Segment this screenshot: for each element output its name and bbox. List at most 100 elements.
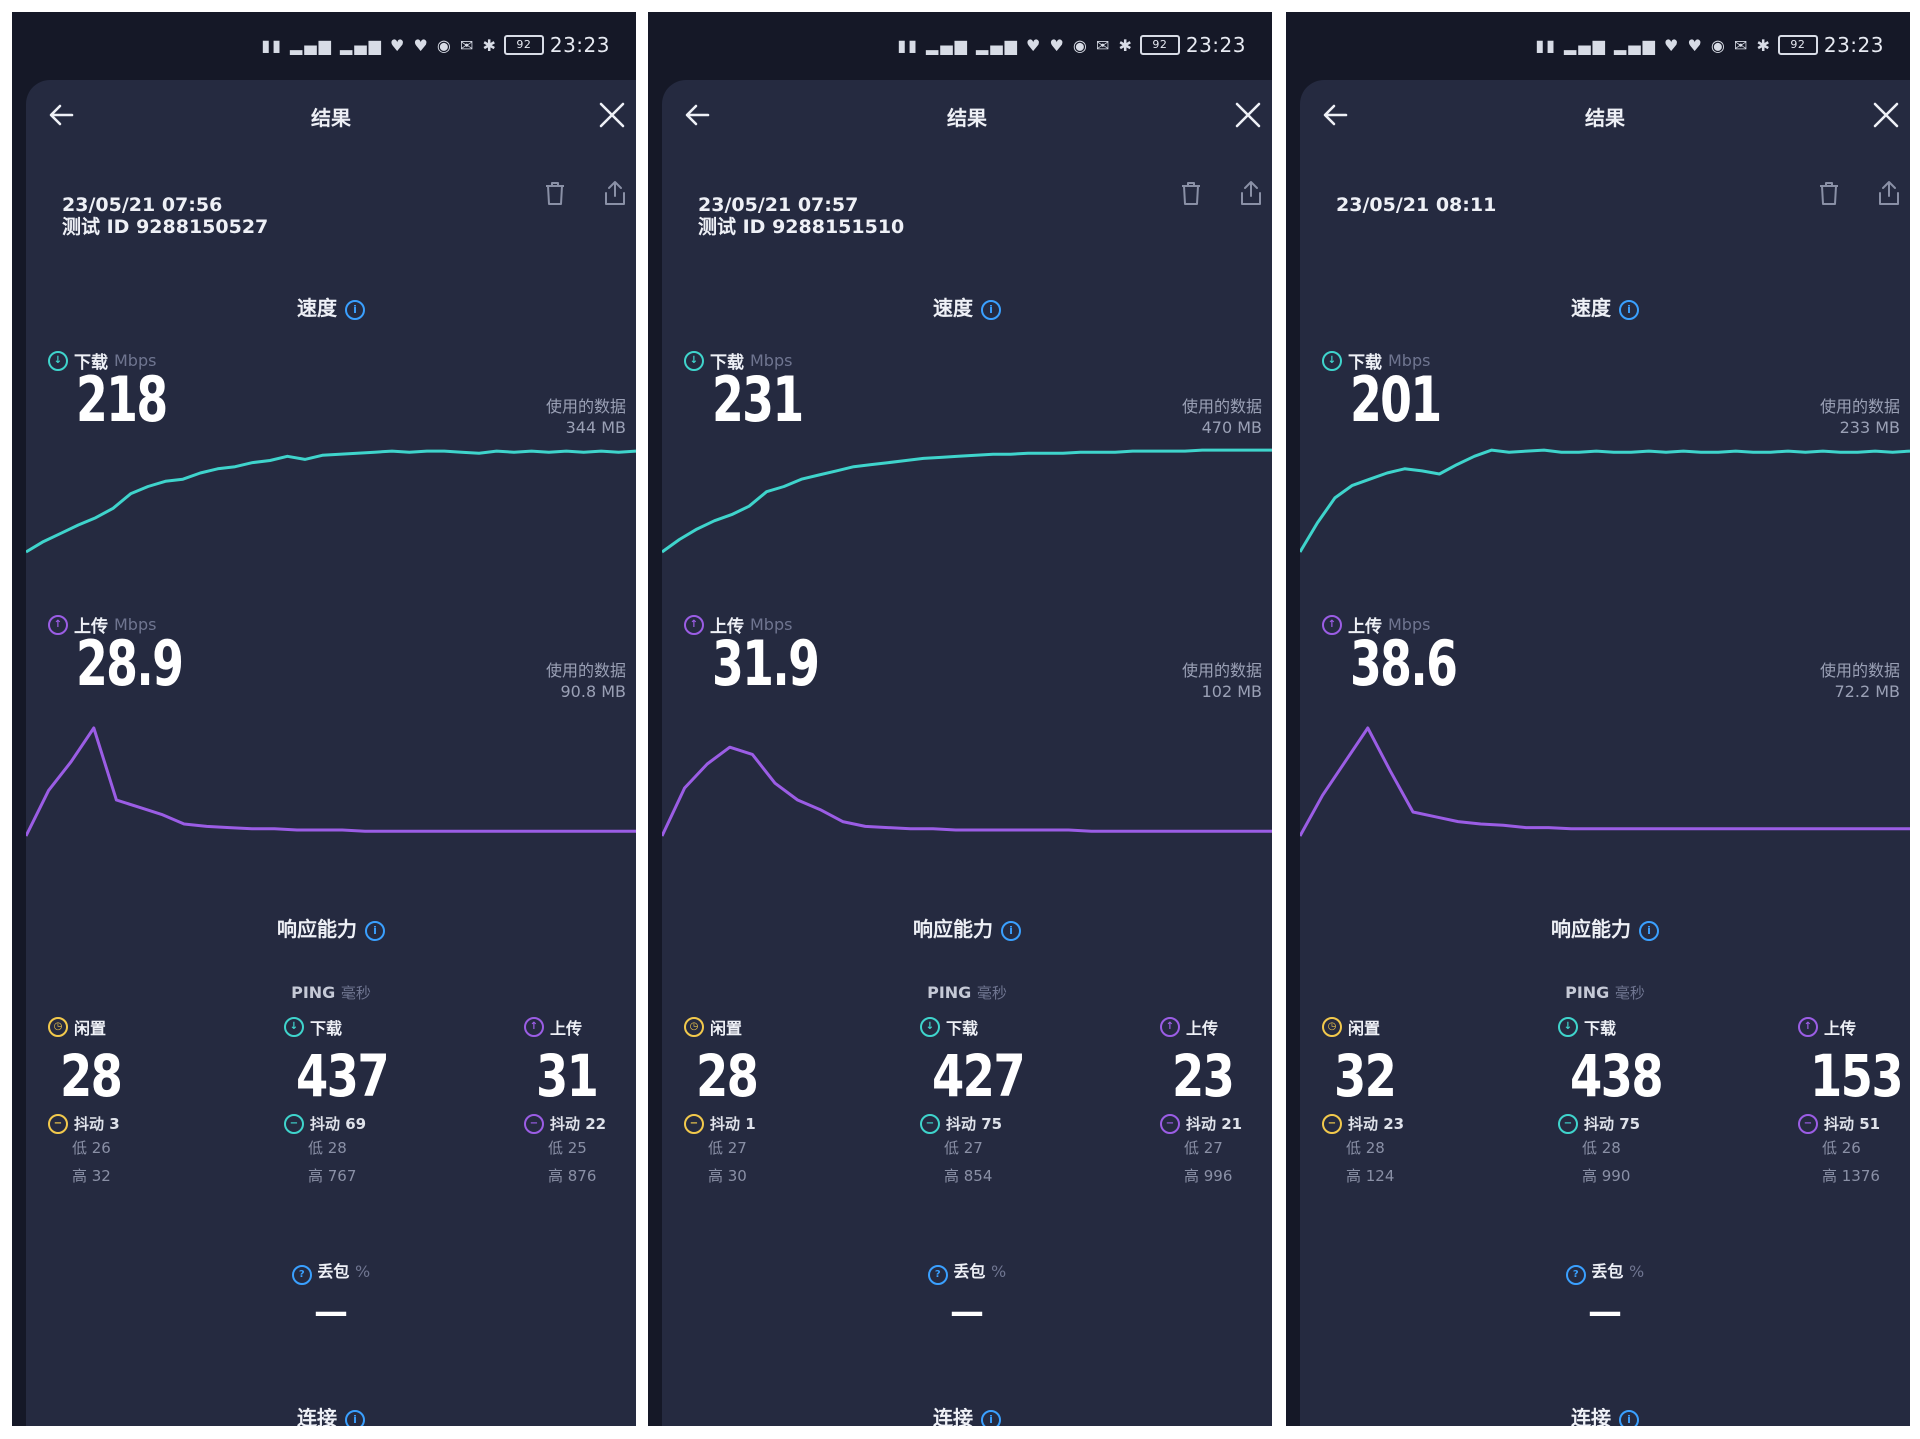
speed-section-title: 速度 i bbox=[26, 292, 636, 321]
test-meta: 23/05/21 08:11 bbox=[1336, 194, 1496, 216]
ping-idle-label: ◷ 闲置 bbox=[48, 1015, 198, 1039]
download-label-text: 下载 bbox=[710, 353, 744, 373]
packet-loss-label: ? 丢包 % bbox=[1300, 1258, 1910, 1285]
upload-arrow-icon: ↑ bbox=[524, 1017, 544, 1037]
ping-idle-jitter-text: 抖动 3 bbox=[74, 1115, 120, 1133]
download-label-text: 下载 bbox=[74, 353, 108, 373]
info-icon[interactable]: i bbox=[365, 920, 385, 941]
download-arrow-icon: ↓ bbox=[284, 1017, 304, 1037]
ping-idle-jitter: − 抖动 23 bbox=[1322, 1113, 1472, 1134]
download-arrow-icon: ↓ bbox=[1322, 350, 1342, 371]
packet-loss-label: ? 丢包 % bbox=[662, 1258, 1272, 1285]
download-speed-curve bbox=[1300, 448, 1910, 553]
trash-icon[interactable] bbox=[1176, 178, 1206, 208]
status-bar: ▮▮ ▂▄▆ ▂▄▆ ♥ ♥ ◉ ✉ ✱ 92 23:23 bbox=[12, 12, 636, 78]
help-icon[interactable]: ? bbox=[291, 1265, 312, 1285]
test-meta: 23/05/21 07:56 测试 ID 9288150527 bbox=[62, 194, 268, 238]
connection-title: 连接 bbox=[933, 1406, 973, 1426]
upload-data-used: 使用的数据 90.8 MB bbox=[546, 660, 626, 702]
ping-idle-column: ◷ 闲置 28 − 抖动 1 低 27 高 30 bbox=[684, 1015, 834, 1190]
test-datetime: 23/05/21 08:11 bbox=[1336, 194, 1497, 216]
ping-upload-high: 高 876 bbox=[548, 1167, 597, 1185]
packet-loss-unit: % bbox=[354, 1262, 371, 1281]
help-icon[interactable]: ? bbox=[927, 1265, 948, 1285]
battery-icon: 92 bbox=[1139, 35, 1180, 55]
ping-upload-column: ↑ 上传 23 − 抖动 21 低 27 高 996 bbox=[1160, 1015, 1272, 1190]
close-icon[interactable] bbox=[1870, 99, 1902, 131]
ping-title-text: PING bbox=[291, 983, 336, 1002]
download-data-used: 使用的数据 233 MB bbox=[1820, 396, 1900, 438]
jitter-icon: − bbox=[1558, 1113, 1578, 1134]
info-icon[interactable]: i bbox=[345, 1409, 365, 1426]
ping-upload-value: 23 bbox=[1172, 1042, 1235, 1110]
trash-icon[interactable] bbox=[540, 178, 570, 208]
clock-icon: ◷ bbox=[684, 1017, 704, 1037]
packet-loss-label-text: 丢包 bbox=[1591, 1262, 1624, 1281]
ping-upload-label-text: 上传 bbox=[1186, 1019, 1219, 1038]
download-speed-curve bbox=[662, 448, 1272, 554]
close-icon[interactable] bbox=[596, 99, 628, 131]
upload-unit: Mbps bbox=[750, 615, 793, 634]
info-icon[interactable]: i bbox=[1639, 920, 1659, 941]
download-speed-graph bbox=[662, 448, 1272, 554]
ping-download-label-text: 下载 bbox=[310, 1019, 343, 1038]
responsiveness-title: 响应能力 bbox=[1551, 917, 1631, 941]
upload-arrow-icon: ↑ bbox=[1798, 1017, 1818, 1037]
speed-section-title: 速度 i bbox=[1300, 292, 1910, 321]
back-arrow-icon[interactable] bbox=[1320, 99, 1352, 131]
upload-unit: Mbps bbox=[114, 615, 157, 634]
ping-upload-jitter-text: 抖动 21 bbox=[1186, 1115, 1243, 1133]
info-icon[interactable]: i bbox=[1619, 299, 1639, 320]
ping-upload-jitter: − 抖动 22 bbox=[524, 1113, 636, 1134]
share-icon[interactable] bbox=[1874, 178, 1904, 208]
download-label: ↓ 下载 Mbps bbox=[684, 348, 792, 373]
ping-unit: 毫秒 bbox=[1614, 984, 1645, 1002]
ping-upload-low: 低 26 bbox=[1822, 1139, 1861, 1157]
upload-speed-graph bbox=[662, 745, 1272, 837]
ping-download-jitter-text: 抖动 75 bbox=[1584, 1115, 1641, 1133]
download-speed-value: 231 bbox=[712, 363, 804, 436]
back-arrow-icon[interactable] bbox=[46, 99, 78, 131]
upload-data-label: 使用的数据 bbox=[1181, 661, 1262, 680]
ping-download-jitter: − 抖动 75 bbox=[1558, 1113, 1708, 1134]
info-icon[interactable]: i bbox=[1619, 1409, 1639, 1426]
app-header: 结果 bbox=[1300, 80, 1910, 150]
download-label: ↓ 下载 Mbps bbox=[48, 348, 156, 373]
upload-arrow-icon: ↑ bbox=[1322, 614, 1342, 635]
download-data-value: 470 MB bbox=[1201, 418, 1262, 437]
close-icon[interactable] bbox=[1232, 99, 1264, 131]
ping-title: PING 毫秒 bbox=[26, 982, 636, 1003]
download-speed-graph bbox=[1300, 448, 1910, 553]
share-icon[interactable] bbox=[600, 178, 630, 208]
upload-unit: Mbps bbox=[1388, 615, 1431, 634]
info-icon[interactable]: i bbox=[981, 299, 1001, 320]
help-icon[interactable]: ? bbox=[1565, 1265, 1586, 1285]
upload-speed-curve bbox=[1300, 726, 1910, 837]
info-icon[interactable]: i bbox=[1001, 920, 1021, 941]
ping-download-column: ↓ 下载 427 − 抖动 75 低 27 高 854 bbox=[920, 1015, 1070, 1190]
info-icon[interactable]: i bbox=[981, 1409, 1001, 1426]
packet-loss-value: — bbox=[950, 1292, 984, 1332]
ping-download-column: ↓ 下载 438 − 抖动 75 低 28 高 990 bbox=[1558, 1015, 1708, 1190]
ping-upload-high: 高 1376 bbox=[1822, 1167, 1880, 1185]
packet-loss-value: — bbox=[314, 1292, 348, 1332]
trash-icon[interactable] bbox=[1814, 178, 1844, 208]
download-data-label: 使用的数据 bbox=[1819, 397, 1900, 416]
ping-download-column: ↓ 下载 437 − 抖动 69 低 28 高 767 bbox=[284, 1015, 434, 1190]
share-icon[interactable] bbox=[1236, 178, 1266, 208]
upload-speed-value: 38.6 bbox=[1350, 627, 1458, 700]
download-speed-value: 201 bbox=[1350, 363, 1442, 436]
ping-download-label-text: 下载 bbox=[1584, 1019, 1617, 1038]
ping-download-label: ↓ 下载 bbox=[1558, 1015, 1708, 1039]
info-icon[interactable]: i bbox=[345, 299, 365, 320]
connection-section-title: 连接 i bbox=[1300, 1402, 1910, 1426]
back-arrow-icon[interactable] bbox=[682, 99, 714, 131]
speed-title: 速度 bbox=[933, 296, 973, 320]
upload-label: ↑ 上传 Mbps bbox=[684, 612, 792, 637]
clock-icon: ◷ bbox=[48, 1017, 68, 1037]
test-datetime: 23/05/21 07:56 bbox=[62, 194, 223, 216]
speed-title: 速度 bbox=[297, 296, 337, 320]
packet-loss-unit: % bbox=[1628, 1262, 1645, 1281]
packet-loss-unit: % bbox=[990, 1262, 1007, 1281]
upload-data-value: 72.2 MB bbox=[1834, 682, 1901, 701]
